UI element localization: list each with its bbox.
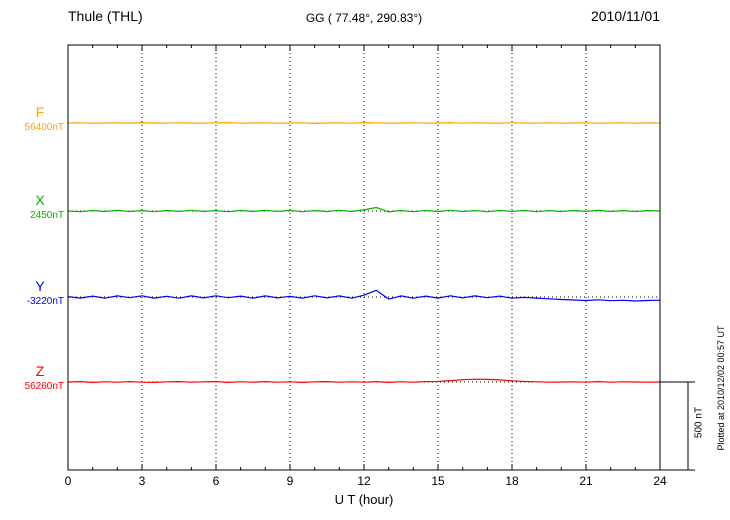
x-tick-label: 0 — [64, 474, 72, 488]
series-y-baseline-value: -3220nT — [26, 296, 64, 307]
date-label: 2010/11/01 — [590, 8, 660, 24]
coordinates-label: GG ( 77.48°, 290.83°) — [305, 11, 423, 25]
series-x-baseline-value: 2450nT — [30, 210, 64, 221]
series-z-baseline-value: 56260nT — [24, 381, 64, 392]
series-f-baseline-value: 56400nT — [24, 122, 64, 133]
series-f-label: F — [35, 104, 45, 120]
x-tick-label: 15 — [431, 474, 445, 488]
scalebar-label: 500 nT — [693, 406, 705, 439]
series-y-label: Y — [35, 278, 45, 294]
x-tick-label: 24 — [653, 474, 667, 488]
x-tick-label: 12 — [357, 474, 371, 488]
x-axis-title: U T (hour) — [334, 492, 394, 507]
x-tick-label: 9 — [286, 474, 294, 488]
series-x-label: X — [35, 192, 45, 208]
x-tick-label: 18 — [505, 474, 519, 488]
x-tick-label: 21 — [579, 474, 593, 488]
plotted-at-note: Plotted at 2010/12/02 00:57 UT — [716, 325, 726, 451]
series-z-label: Z — [35, 363, 45, 379]
x-tick-label: 6 — [212, 474, 220, 488]
x-tick-label: 3 — [138, 474, 146, 488]
station-title: Thule (THL) — [68, 8, 143, 24]
